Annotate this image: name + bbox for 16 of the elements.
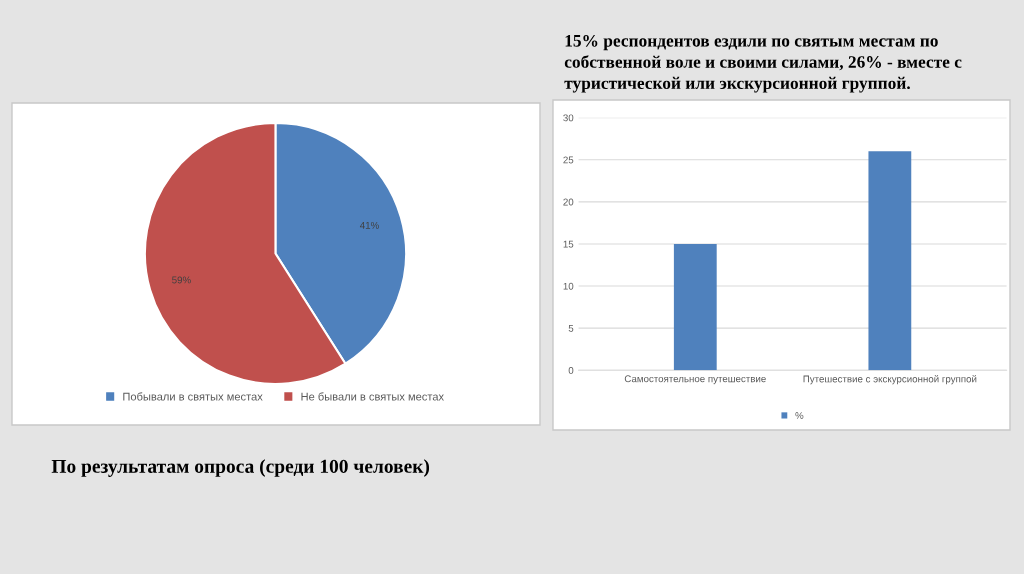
y-tick-label: 30 [563,114,574,122]
y-tick-label: 15 [563,240,574,248]
x-tick-label: Путешествие с экскурсионной группой [803,375,977,385]
data-label: 59% [172,276,191,284]
y-tick-label: 20 [563,198,574,206]
y-tick-label: 10 [563,282,574,290]
legend-label: % [795,412,804,419]
text: По результатам опроса (среди 100 человек) [51,459,430,477]
legend-label: Побывали в святых местах [123,392,263,401]
y-tick-label: 5 [568,324,574,332]
data-label: 41% [359,221,379,229]
legend-label: Не бывали в святых местах [301,392,444,401]
y-tick-label: 25 [563,156,574,164]
y-tick-label: 0 [568,366,574,374]
x-tick-label: Самостоятельное путешествие [624,375,766,385]
chart-title: 15% респондентов ездили по святым местам по собственной воле и своими силами, 26% - вместе с туристической или экскурсионной группой. [564,34,962,93]
